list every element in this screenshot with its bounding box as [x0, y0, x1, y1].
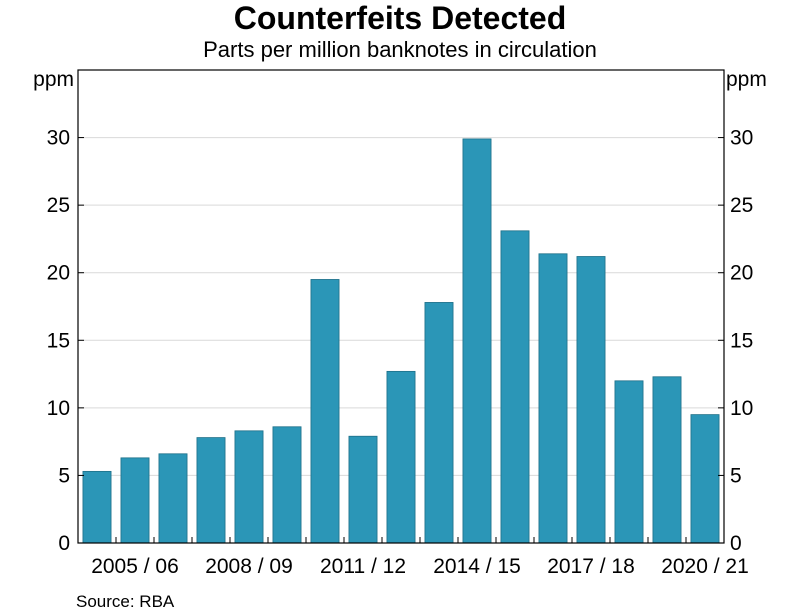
bar-2008/09 [234, 430, 264, 544]
bar-2018/19 [614, 380, 644, 544]
unit-label-left: ppm [33, 68, 74, 91]
y-tick-left-15: 15 [47, 329, 70, 352]
bar-2013/14 [424, 302, 454, 544]
x-tick-200506: 2005 / 06 [91, 555, 179, 578]
bar-2006/07 [158, 453, 188, 544]
bar-2009/10 [272, 426, 302, 544]
bar-2011/12 [348, 435, 378, 544]
y-tick-left-10: 10 [47, 397, 70, 420]
y-tick-right-0: 0 [730, 532, 742, 555]
bar-2015/16 [500, 230, 530, 544]
bar-2005/06 [120, 457, 150, 544]
axis-labels: 0 0 5 5 10 10 15 15 20 20 25 25 30 30 ppm ppm 2005 / 06 2… [33, 68, 767, 578]
unit-label-right: ppm [726, 68, 767, 91]
y-tick-left-25: 25 [47, 194, 70, 217]
x-tick-201415: 2014 / 15 [433, 555, 521, 578]
source-note: Source: RBA [76, 592, 175, 611]
bar-2020/21 [690, 414, 720, 544]
chart-subtitle: Parts per million banknotes in circulati… [203, 37, 597, 62]
y-tick-right-25: 25 [730, 194, 753, 217]
bar-2019/20 [652, 376, 682, 544]
bars [82, 138, 720, 544]
bar-2014/15 [462, 138, 492, 544]
x-tick-202021: 2020 / 21 [661, 555, 749, 578]
chart-title: Counterfeits Detected [233, 0, 567, 36]
bar-2012/13 [386, 370, 416, 544]
bar-2007/08 [196, 437, 226, 544]
y-tick-right-20: 20 [730, 262, 753, 285]
y-tick-left-0: 0 [58, 532, 70, 555]
y-tick-right-15: 15 [730, 329, 753, 352]
x-tick-201718: 2017 / 18 [547, 555, 635, 578]
bar-2016/17 [538, 253, 568, 544]
bar-2004/05 [82, 470, 112, 544]
plot-frame [77, 69, 725, 544]
bar-2010/11 [310, 279, 340, 544]
y-tick-right-10: 10 [730, 397, 753, 420]
x-tick-200809: 2008 / 09 [205, 555, 293, 578]
y-tick-left-20: 20 [47, 262, 70, 285]
bar-2017/18 [576, 256, 606, 544]
y-tick-right-5: 5 [730, 464, 742, 487]
x-tick-201112: 2011 / 12 [320, 555, 406, 578]
y-tick-right-30: 30 [730, 127, 753, 150]
y-tick-left-30: 30 [47, 127, 70, 150]
y-tick-left-5: 5 [58, 464, 70, 487]
tick-marks [78, 137, 724, 543]
